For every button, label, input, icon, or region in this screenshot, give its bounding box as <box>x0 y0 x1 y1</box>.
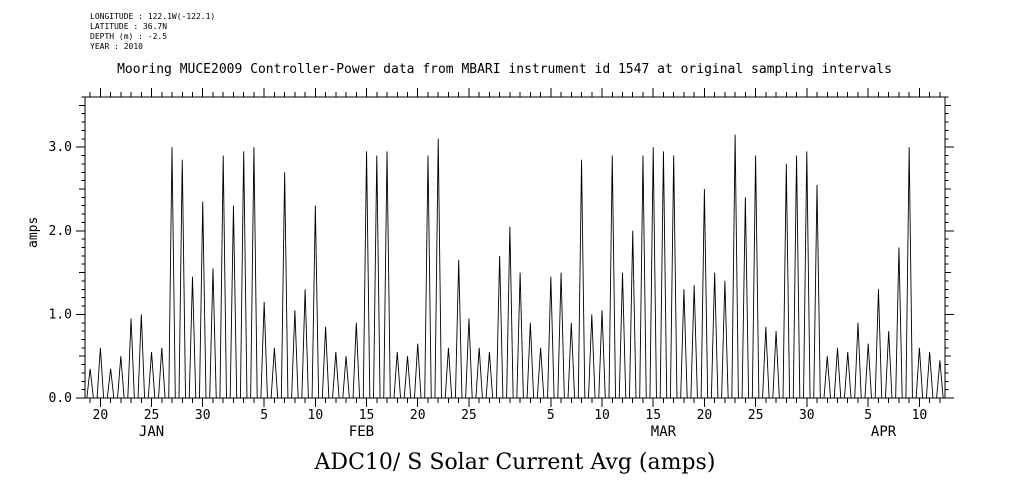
x-tick-label: 10 <box>594 408 610 423</box>
x-tick-label: 20 <box>697 408 713 423</box>
x-tick-label: 20 <box>93 408 109 423</box>
metadata-longitude: LONGITUDE : 122.1W(-122.1) <box>90 12 216 21</box>
month-label: MAR <box>651 424 677 440</box>
metadata-block: LONGITUDE : 122.1W(-122.1) LATITUDE : 36… <box>90 12 215 52</box>
x-tick-label: 15 <box>359 408 375 423</box>
x-tick-label: 10 <box>308 408 324 423</box>
chart-title: Mooring MUCE2009 Controller-Power data f… <box>117 62 892 77</box>
solar-current-series <box>85 134 945 399</box>
y-tick-label: 0.0 <box>49 391 72 406</box>
metadata-latitude: LATITUDE : 36.7N <box>90 22 168 31</box>
x-tick-label: 30 <box>799 408 815 423</box>
x-tick-label: 5 <box>864 408 872 423</box>
y-tick-label: 2.0 <box>49 224 72 239</box>
bottom-axis-title: ADC10/ S Solar Current Avg (amps) <box>314 450 716 475</box>
y-tick-label: 1.0 <box>49 307 72 322</box>
metadata-year: YEAR : 2010 <box>90 42 143 51</box>
x-tick-label: 25 <box>748 408 764 423</box>
x-tick-label: 5 <box>260 408 268 423</box>
metadata-depth: DEPTH (m) : -2.5 <box>90 32 168 41</box>
x-tick-label: 30 <box>195 408 211 423</box>
x-tick-label: 10 <box>912 408 928 423</box>
x-tick-label: 5 <box>547 408 555 423</box>
x-tick-label: 25 <box>144 408 160 423</box>
month-label: APR <box>871 424 897 440</box>
x-tick-label: 20 <box>410 408 426 423</box>
y-tick-label: 3.0 <box>49 140 72 155</box>
x-tick-label: 15 <box>645 408 661 423</box>
month-label: FEB <box>349 424 374 440</box>
month-label: JAN <box>139 424 164 440</box>
x-tick-label: 25 <box>461 408 477 423</box>
